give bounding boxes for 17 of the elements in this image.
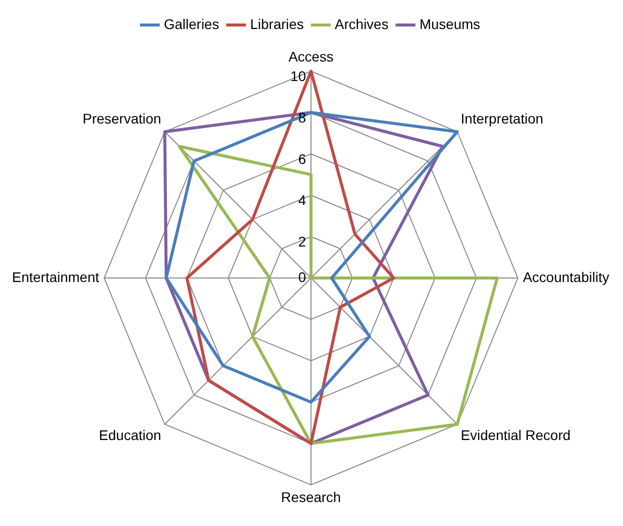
- spoke-label: Research: [281, 489, 341, 506]
- legend-label: Museums: [419, 16, 480, 32]
- legend-label: Galleries: [164, 16, 220, 32]
- legend-label: Libraries: [250, 16, 304, 32]
- spoke-label: Interpretation: [460, 110, 544, 127]
- spoke-label: Education: [98, 427, 162, 444]
- y-tick-label: 10: [290, 68, 306, 84]
- spoke-label: Entertainment: [12, 268, 100, 285]
- y-tick-label: 0: [298, 268, 306, 285]
- spoke-label: Preservation: [82, 110, 162, 127]
- spoke-label: Evidential Record: [460, 427, 571, 444]
- spoke-label: Accountability: [522, 268, 610, 285]
- y-tick-label: 6: [298, 150, 306, 167]
- legend-label: Archives: [334, 16, 388, 32]
- y-tick-label: 2: [298, 233, 306, 250]
- spoke-label: Access: [288, 48, 334, 65]
- y-tick-label: 4: [298, 192, 306, 208]
